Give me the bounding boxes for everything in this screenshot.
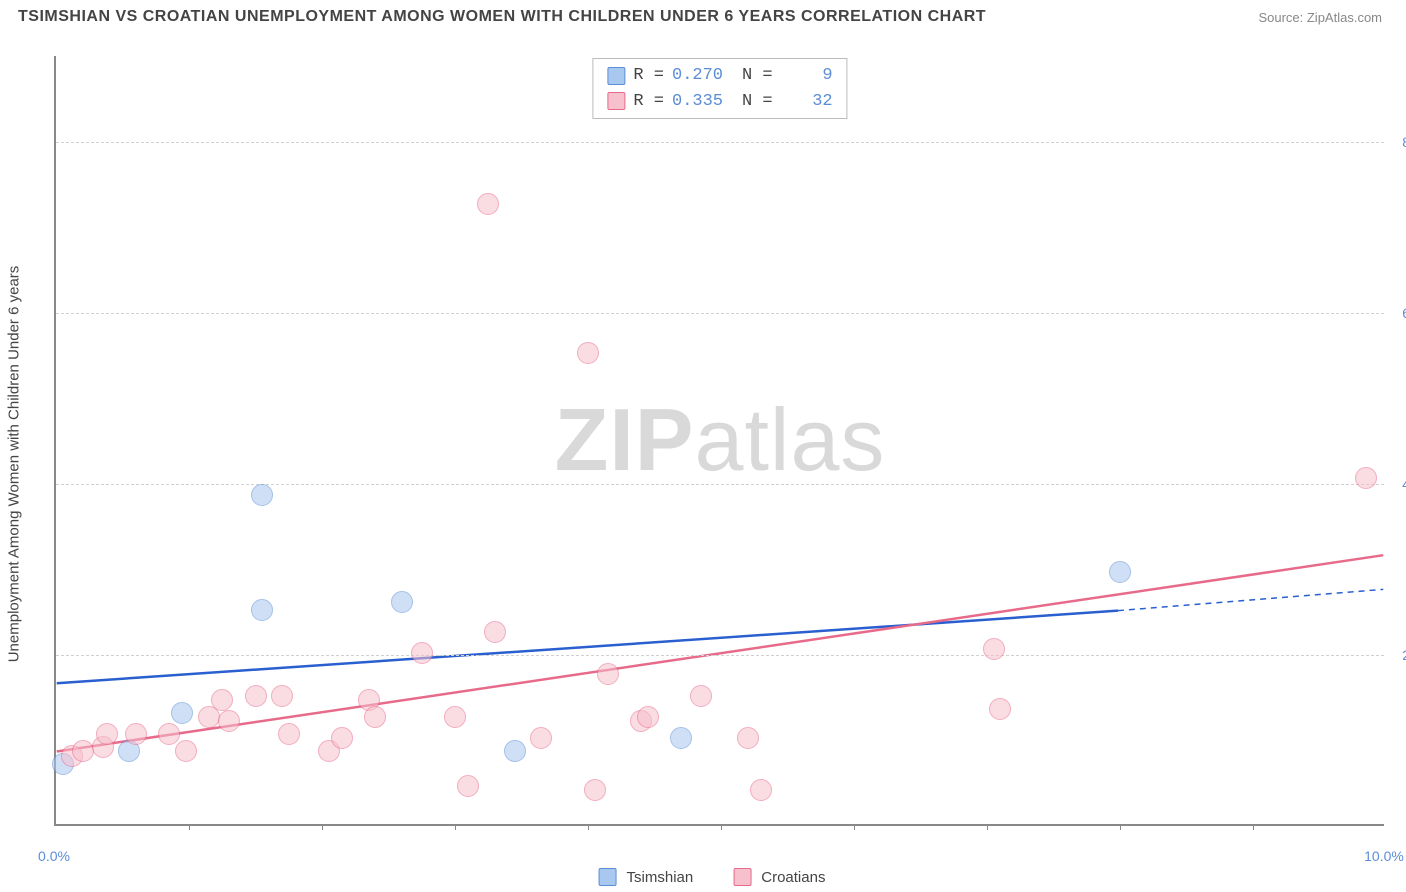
x-tick bbox=[854, 824, 855, 830]
series-legend: Tsimshian Croatians bbox=[599, 868, 826, 886]
data-point bbox=[690, 685, 712, 707]
corr-r-val: 0.270 bbox=[672, 63, 724, 89]
corr-n-key: N = bbox=[742, 63, 773, 89]
data-point bbox=[245, 685, 267, 707]
data-point bbox=[484, 621, 506, 643]
legend-swatch bbox=[607, 67, 625, 85]
data-point bbox=[251, 599, 273, 621]
x-tick bbox=[1253, 824, 1254, 830]
data-point bbox=[72, 740, 94, 762]
legend-swatch bbox=[607, 92, 625, 110]
data-point bbox=[504, 740, 526, 762]
data-point bbox=[989, 698, 1011, 720]
corr-n-key: N = bbox=[742, 89, 773, 115]
x-tick bbox=[721, 824, 722, 830]
data-point bbox=[637, 706, 659, 728]
x-tick bbox=[1120, 824, 1121, 830]
x-tick bbox=[189, 824, 190, 830]
legend-item: Croatians bbox=[733, 868, 825, 886]
data-point bbox=[411, 642, 433, 664]
data-point bbox=[271, 685, 293, 707]
data-point bbox=[391, 591, 413, 613]
data-point bbox=[444, 706, 466, 728]
data-point bbox=[96, 723, 118, 745]
gridline bbox=[56, 142, 1384, 143]
data-point bbox=[211, 689, 233, 711]
corr-legend-row: R = 0.270 N = 9 bbox=[607, 63, 832, 89]
corr-legend-row: R = 0.335 N = 32 bbox=[607, 89, 832, 115]
data-point bbox=[278, 723, 300, 745]
x-tick-label: 10.0% bbox=[1364, 848, 1404, 864]
x-tick-label: 0.0% bbox=[38, 848, 70, 864]
corr-r-key: R = bbox=[633, 63, 664, 89]
x-tick bbox=[322, 824, 323, 830]
y-tick-label: 80.0% bbox=[1402, 134, 1406, 150]
data-point bbox=[171, 702, 193, 724]
legend-label: Tsimshian bbox=[627, 869, 694, 886]
y-tick-label: 40.0% bbox=[1402, 476, 1406, 492]
watermark: ZIPatlas bbox=[555, 389, 886, 491]
data-point bbox=[584, 779, 606, 801]
data-point bbox=[331, 727, 353, 749]
corr-n-val: 32 bbox=[781, 89, 833, 115]
x-tick bbox=[987, 824, 988, 830]
plot-area: ZIPatlas R =0.270N =9R =0.335N =32 20.0%… bbox=[54, 56, 1384, 826]
corr-n-val: 9 bbox=[781, 63, 833, 89]
y-tick-label: 20.0% bbox=[1402, 647, 1406, 663]
data-point bbox=[983, 638, 1005, 660]
watermark-rest: atlas bbox=[695, 390, 886, 489]
y-axis-label: Unemployment Among Women with Children U… bbox=[6, 266, 23, 663]
x-tick bbox=[455, 824, 456, 830]
data-point bbox=[125, 723, 147, 745]
data-point bbox=[597, 663, 619, 685]
gridline bbox=[56, 655, 1384, 656]
source-label: Source: ZipAtlas.com bbox=[1258, 10, 1382, 25]
data-point bbox=[670, 727, 692, 749]
data-point bbox=[737, 727, 759, 749]
data-point bbox=[364, 706, 386, 728]
data-point bbox=[750, 779, 772, 801]
data-point bbox=[530, 727, 552, 749]
data-point bbox=[1355, 467, 1377, 489]
legend-swatch bbox=[733, 868, 751, 886]
data-point bbox=[1109, 561, 1131, 583]
correlation-legend: R = 0.270 N = 9 R = 0.335 N = 32 bbox=[592, 58, 847, 119]
data-point bbox=[218, 710, 240, 732]
y-tick-label: 60.0% bbox=[1402, 305, 1406, 321]
corr-r-val: 0.335 bbox=[672, 89, 724, 115]
data-point bbox=[577, 342, 599, 364]
x-tick bbox=[588, 824, 589, 830]
chart-container: Unemployment Among Women with Children U… bbox=[18, 36, 1406, 892]
data-point bbox=[175, 740, 197, 762]
gridline bbox=[56, 313, 1384, 314]
trend-lines bbox=[56, 56, 1384, 824]
data-point bbox=[251, 484, 273, 506]
legend-item: Tsimshian bbox=[599, 868, 694, 886]
data-point bbox=[477, 193, 499, 215]
data-point bbox=[457, 775, 479, 797]
chart-title: TSIMSHIAN VS CROATIAN UNEMPLOYMENT AMONG… bbox=[18, 8, 986, 26]
corr-r-key: R = bbox=[633, 89, 664, 115]
data-point bbox=[158, 723, 180, 745]
legend-swatch bbox=[599, 868, 617, 886]
legend-label: Croatians bbox=[761, 869, 825, 886]
watermark-bold: ZIP bbox=[555, 390, 695, 489]
